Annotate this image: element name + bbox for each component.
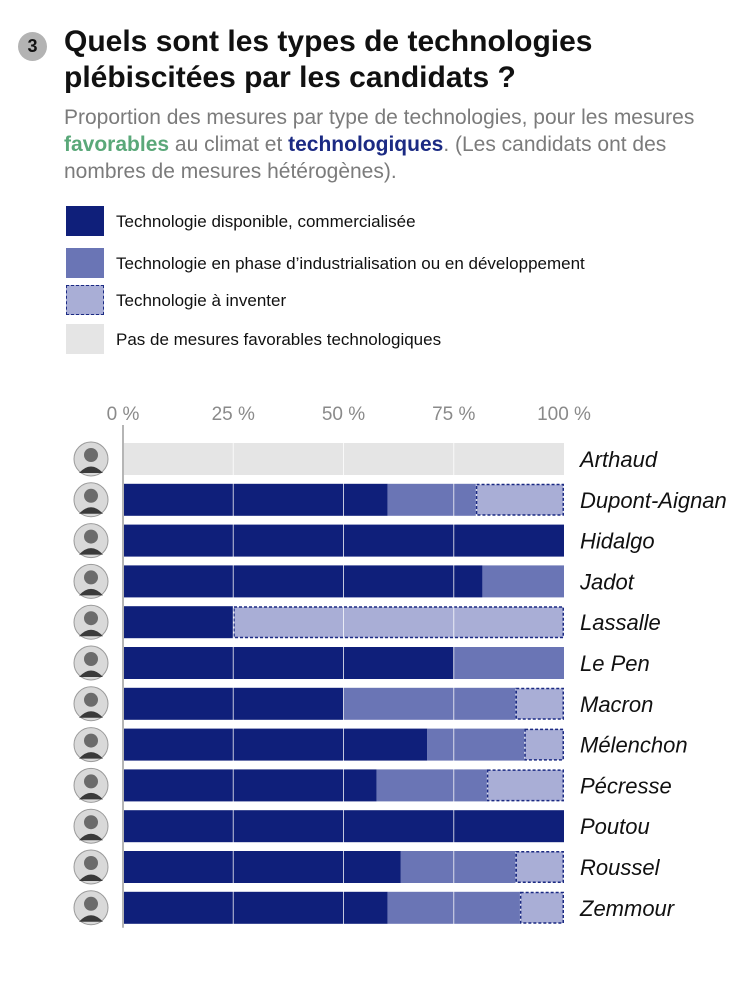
bar-segment xyxy=(123,647,454,679)
candidate-avatar xyxy=(73,523,109,559)
avatar-shoulders xyxy=(79,670,103,677)
bar-segment xyxy=(123,483,388,516)
avatar-shoulders xyxy=(79,548,103,555)
candidate-name-lassalle: Lassalle xyxy=(580,610,661,635)
bar-segment xyxy=(427,728,525,761)
bar-segment xyxy=(482,565,564,598)
bar-segment xyxy=(123,891,388,924)
bar-segment xyxy=(123,728,428,761)
x-tick-label: 25 % xyxy=(212,404,255,425)
candidate-name-roussel: Roussel xyxy=(580,855,661,880)
legend-label: Technologie en phase d’industrialisation… xyxy=(116,254,585,273)
bar-segment xyxy=(400,851,516,883)
chart-subtitle: Proportion des mesures par type de techn… xyxy=(64,104,704,185)
legend-item-available: Technologie disponible, commercialisée xyxy=(66,206,706,240)
candidate-name-zemmour: Zemmour xyxy=(579,896,676,921)
legend-swatch-available xyxy=(66,206,104,236)
bar-segment xyxy=(123,769,377,802)
bar-segment xyxy=(123,851,401,883)
candidate-avatar xyxy=(73,767,109,803)
candidate-name-poutou: Poutou xyxy=(580,814,650,839)
avatar-shoulders xyxy=(79,752,103,759)
candidate-avatar xyxy=(73,441,109,477)
avatar-shoulders xyxy=(79,915,103,922)
candidate-name-jadot: Jadot xyxy=(579,569,635,594)
x-tick-label: 0 % xyxy=(107,404,140,425)
bar-segment xyxy=(486,769,565,802)
candidate-avatar xyxy=(73,563,109,599)
candidate-name-pecresse: Pécresse xyxy=(580,773,672,798)
bar-segment xyxy=(376,769,487,802)
avatar-shoulders xyxy=(79,711,103,718)
candidate-avatar xyxy=(73,890,109,926)
candidate-name-melenchon: Mélenchon xyxy=(580,733,688,758)
avatar-head xyxy=(84,733,98,748)
candidate-name-le-pen: Le Pen xyxy=(580,651,650,676)
avatar-head xyxy=(84,815,98,830)
subtitle-favorable: favorables xyxy=(64,133,170,156)
legend-item-to-invent: Technologie à inventer xyxy=(66,285,706,319)
candidate-name-arthaud: Arthaud xyxy=(578,447,658,472)
legend-swatch-to-invent xyxy=(66,285,104,315)
chart-title: Quels sont les types de technologies plé… xyxy=(64,25,593,94)
legend-label: Technologie disponible, commercialisée xyxy=(116,212,416,231)
avatar-head xyxy=(84,856,98,870)
candidate-name-dupont-aignan: Dupont-Aignan xyxy=(580,488,727,513)
candidate-avatar xyxy=(73,849,109,885)
avatar-head xyxy=(84,774,98,789)
bar-segment xyxy=(123,565,483,598)
candidate-avatar xyxy=(73,482,109,518)
candidate-name-hidalgo: Hidalgo xyxy=(580,529,655,554)
avatar-head xyxy=(84,896,98,911)
bar-segment xyxy=(387,483,476,516)
legend-item-none: Pas de mesures favorables technologiques xyxy=(66,324,706,358)
legend-label: Technologie à inventer xyxy=(116,291,287,310)
subtitle-text: Proportion des mesures par type de techn… xyxy=(64,106,695,129)
subtitle-technological: technologiques xyxy=(288,133,444,156)
avatar-head xyxy=(84,448,98,462)
candidate-avatar xyxy=(73,645,109,681)
avatar-shoulders xyxy=(79,588,103,596)
candidate-avatar xyxy=(73,604,109,640)
bar-segment xyxy=(453,647,564,679)
bar-segment xyxy=(343,687,516,720)
legend-item-development: Technologie en phase d’industrialisation… xyxy=(66,248,706,282)
x-tick-label: 75 % xyxy=(432,404,475,425)
section-number-badge: 3 xyxy=(18,32,47,61)
legend-label: Pas de mesures favorables technologiques xyxy=(116,330,442,349)
avatar-shoulders xyxy=(79,507,103,514)
x-tick-label: 50 % xyxy=(322,404,365,425)
bar-segment xyxy=(233,606,564,639)
bar-segment xyxy=(475,483,564,516)
legend-swatch-development xyxy=(66,248,104,278)
avatar-shoulders xyxy=(79,466,103,473)
bar-segment xyxy=(524,728,564,761)
legend-swatch-none xyxy=(66,324,104,354)
avatar-head xyxy=(84,529,98,544)
avatar-shoulders xyxy=(79,833,103,841)
bar-segment xyxy=(123,606,234,639)
avatar-head xyxy=(84,652,98,666)
avatar-head xyxy=(84,570,98,585)
subtitle-text: au climat et xyxy=(169,133,289,156)
avatar-shoulders xyxy=(79,792,103,800)
candidate-avatar xyxy=(73,808,109,844)
avatar-head xyxy=(84,488,98,503)
x-tick-label: 100 % xyxy=(537,404,591,425)
candidate-avatar xyxy=(73,686,109,722)
avatar-shoulders xyxy=(79,874,103,881)
avatar-head xyxy=(84,692,98,707)
avatar-head xyxy=(84,611,98,626)
avatar-shoulders xyxy=(79,629,103,637)
bar-segment xyxy=(519,891,565,924)
candidate-avatar xyxy=(73,727,109,763)
bar-segment xyxy=(515,687,564,720)
subtitle-text: . (Les candidats ont des nombres de mesu… xyxy=(64,133,667,183)
candidate-name-macron: Macron xyxy=(580,692,653,717)
bar-segment xyxy=(515,851,564,883)
